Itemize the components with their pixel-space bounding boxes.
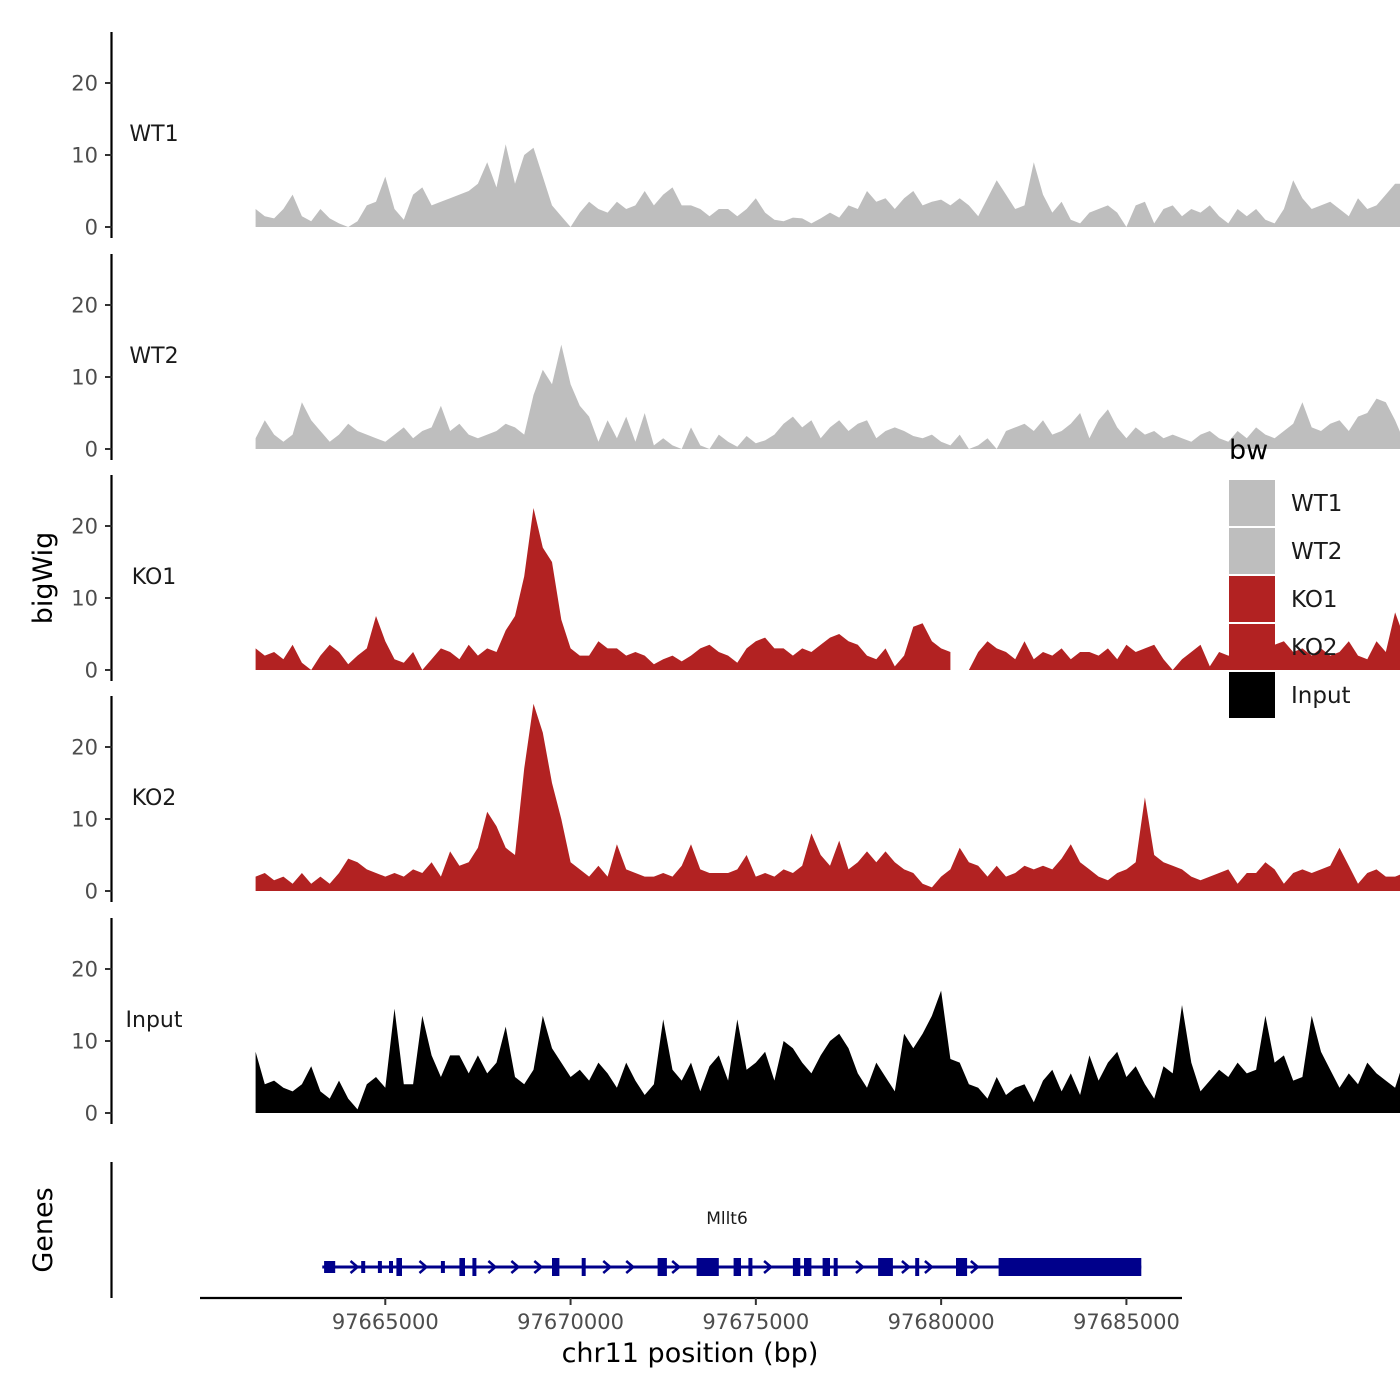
y-axis-title: bigWig — [28, 532, 59, 625]
y-tick-label-wt1-10: 10 — [71, 144, 98, 168]
exon-19 — [878, 1258, 893, 1276]
legend-label-wt1: WT1 — [1291, 491, 1342, 517]
exon-11 — [657, 1258, 667, 1276]
exon-14 — [748, 1258, 753, 1276]
exon-9 — [552, 1258, 560, 1276]
coverage-area-input-1 — [255, 990, 1400, 1113]
y-tick-label-input-20: 20 — [71, 958, 98, 982]
x-tick-label-97675000: 97675000 — [702, 1310, 809, 1334]
x-axis-ticks: 97665000 97670000 97675000 97680000 97685000 — [332, 1298, 1180, 1334]
gene-name-label: Mllt6 — [706, 1209, 748, 1229]
legend-key-ko1 — [1229, 576, 1275, 622]
legend-label-input: Input — [1291, 683, 1351, 709]
y-tick-label-input-0: 0 — [85, 1102, 98, 1126]
exon-8 — [472, 1258, 477, 1276]
track-panels: 0 10 20 WT1 0 10 20 WT2 0 10 20 KO1 0 10 20 KO2 0 10 20 Inp… — [71, 32, 1400, 1126]
exon-22 — [998, 1258, 1142, 1276]
exon-13 — [733, 1258, 741, 1276]
track-label-input: Input — [126, 1008, 183, 1033]
exon-10 — [581, 1258, 586, 1276]
exon-3 — [377, 1261, 382, 1273]
legend-entries: WT1 WT2 KO1 KO2 Input — [1229, 480, 1351, 718]
coverage-area-wt2-1 — [255, 344, 1400, 449]
exon-12 — [696, 1258, 719, 1276]
track-wt1: 0 10 20 WT1 — [71, 32, 1400, 240]
exon-16 — [804, 1258, 812, 1276]
track-label-ko1: KO1 — [132, 565, 177, 590]
y-tick-label-wt2-0: 0 — [85, 438, 98, 462]
exon-4 — [389, 1261, 393, 1273]
x-tick-label-97670000: 97670000 — [517, 1310, 624, 1334]
legend-title: bw — [1229, 435, 1268, 466]
y-tick-label-ko1-20: 20 — [71, 515, 98, 539]
y-tick-label-ko2-10: 10 — [71, 808, 98, 832]
exon-20 — [915, 1258, 920, 1276]
exon-7 — [459, 1258, 465, 1276]
strand-arrow-12 — [924, 1260, 934, 1274]
strand-arrow-6 — [602, 1260, 613, 1274]
exon-5 — [396, 1258, 402, 1276]
y-tick-label-wt1-0: 0 — [85, 216, 98, 240]
strand-arrow-10 — [855, 1260, 865, 1274]
legend-key-wt1 — [1229, 480, 1275, 526]
legend-key-input — [1229, 672, 1275, 718]
x-tick-label-97680000: 97680000 — [888, 1310, 995, 1334]
y-tick-label-input-10: 10 — [71, 1030, 98, 1054]
track-label-wt1: WT1 — [129, 122, 178, 147]
strand-arrow-11 — [901, 1260, 911, 1274]
y-tick-label-ko2-0: 0 — [85, 880, 98, 904]
strand-arrow-4 — [510, 1260, 521, 1274]
y-tick-label-ko1-10: 10 — [71, 587, 98, 611]
exon-15 — [792, 1258, 801, 1276]
track-label-wt2: WT2 — [129, 344, 178, 369]
coverage-area-ko1-2 — [968, 612, 1400, 670]
coverage-area-wt1-1 — [255, 144, 1400, 227]
genes-axis-title: Genes — [28, 1187, 59, 1272]
gene-model-mllt6 — [322, 1258, 1142, 1276]
x-axis-title: chr11 position (bp) — [562, 1338, 819, 1369]
legend-key-ko2 — [1229, 624, 1275, 670]
strand-arrow-2 — [418, 1260, 429, 1274]
exon-1 — [324, 1261, 336, 1273]
exon-18 — [833, 1258, 838, 1276]
coverage-area-ko1-1 — [255, 508, 951, 670]
exon-17 — [822, 1258, 830, 1276]
strand-arrow-3 — [487, 1260, 498, 1274]
track-wt2: 0 10 20 WT2 — [71, 254, 1400, 462]
exon-21 — [956, 1258, 968, 1276]
track-input: 0 10 20 Input — [71, 918, 1400, 1126]
strand-arrow-13 — [970, 1260, 980, 1274]
exon-6 — [440, 1261, 445, 1273]
x-tick-label-97685000: 97685000 — [1073, 1310, 1180, 1334]
legend-label-wt2: WT2 — [1291, 539, 1342, 565]
y-tick-label-ko1-0: 0 — [85, 659, 98, 683]
x-axis: 97665000 97670000 97675000 97680000 97685000… — [200, 1296, 1182, 1369]
track-label-ko2: KO2 — [132, 786, 177, 811]
strand-arrow-9 — [763, 1260, 773, 1274]
track-ko2: 0 10 20 KO2 — [71, 696, 1400, 904]
legend-label-ko2: KO2 — [1291, 635, 1338, 661]
y-tick-label-wt2-10: 10 — [71, 366, 98, 390]
strand-arrow-8 — [671, 1260, 682, 1274]
y-tick-label-wt2-20: 20 — [71, 294, 98, 318]
exon-2 — [361, 1261, 366, 1273]
legend-label-ko1: KO1 — [1291, 587, 1338, 613]
coverage-area-ko2-1 — [255, 703, 1400, 891]
strand-arrow-7 — [625, 1260, 636, 1274]
x-tick-label-97665000: 97665000 — [332, 1310, 439, 1334]
strand-arrow-1 — [349, 1260, 360, 1274]
track-ko1: 0 10 20 KO1 — [71, 475, 1400, 683]
strand-arrow-5 — [533, 1260, 544, 1274]
legend-key-wt2 — [1229, 528, 1275, 574]
legend: bw WT1 WT2 KO1 KO2 Input — [1229, 435, 1351, 718]
y-tick-label-ko2-20: 20 — [71, 736, 98, 760]
gene-track-panel: Genes Mllt6 — [28, 1162, 1142, 1298]
y-tick-label-wt1-20: 20 — [71, 72, 98, 96]
